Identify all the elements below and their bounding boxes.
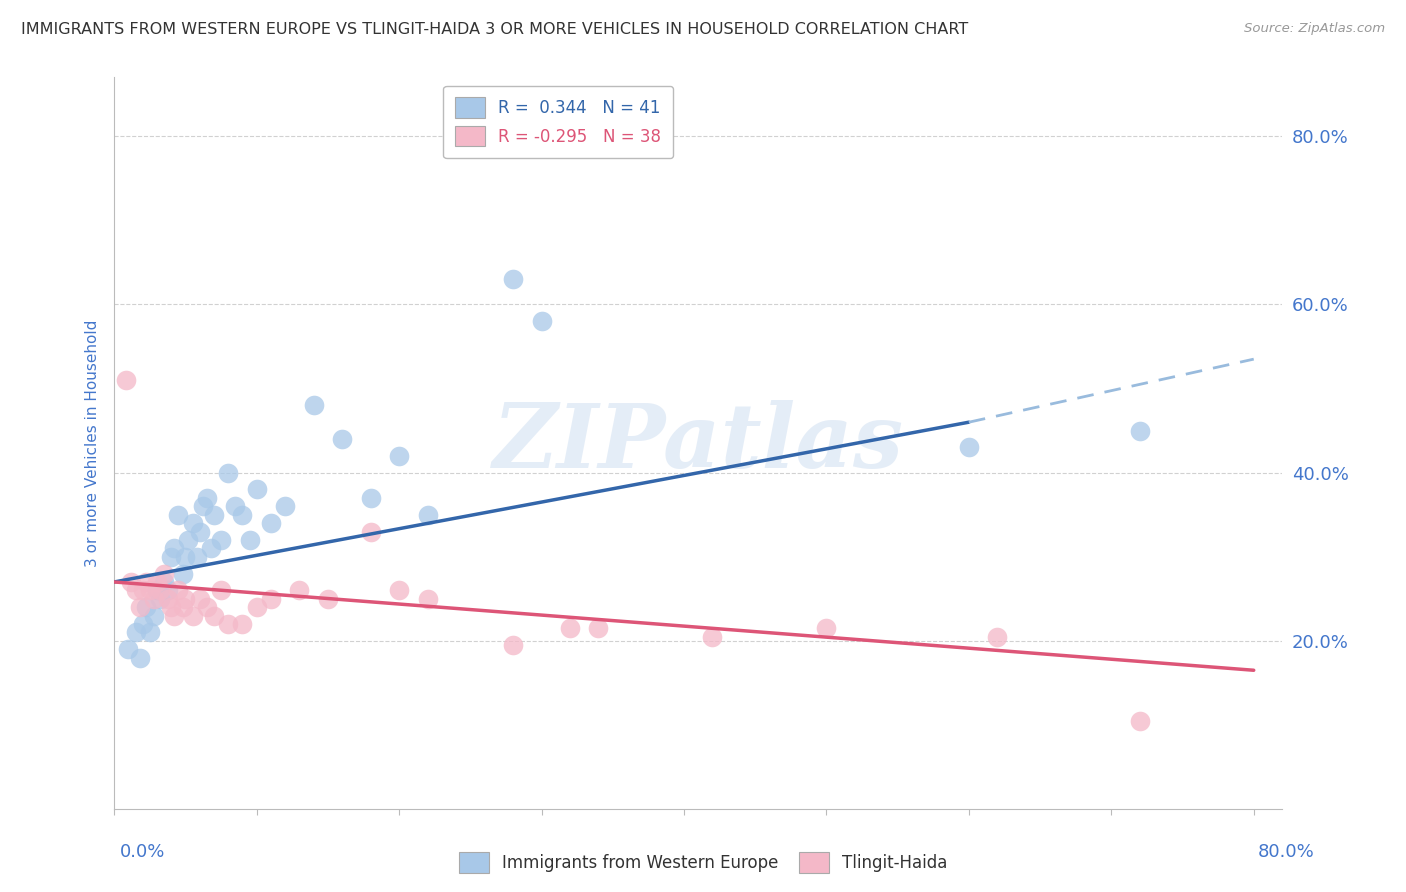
Point [1129,714,1152,728]
Point [128,600,150,615]
Point [209,533,232,547]
Point [177,533,200,547]
Point [131,583,153,598]
Point [186,549,208,564]
Point [274,500,297,514]
Legend: Immigrants from Western Europe, Tlingit-Haida: Immigrants from Western Europe, Tlingit-… [453,846,953,880]
Point [117,642,139,657]
Point [172,600,194,615]
Point [157,583,180,598]
Point [288,583,311,598]
Text: ZIPatlas: ZIPatlas [492,400,904,486]
Point [330,432,353,446]
Text: 80.0%: 80.0% [1258,843,1315,861]
Point [114,373,136,387]
Point [360,524,382,539]
Point [172,566,194,581]
Point [416,508,439,522]
Point [388,449,411,463]
Point [143,591,166,606]
Point [260,516,283,530]
Point [416,591,439,606]
Point [986,630,1008,644]
Point [128,650,150,665]
Point [195,491,218,505]
Point [153,574,176,589]
Point [153,566,176,581]
Point [360,491,382,505]
Point [702,630,724,644]
Point [188,524,211,539]
Point [124,625,146,640]
Point [231,508,253,522]
Point [163,608,186,623]
Point [316,591,339,606]
Point [139,583,162,598]
Point [120,574,142,589]
Point [139,625,162,640]
Point [231,617,253,632]
Point [1129,424,1152,438]
Point [163,541,186,556]
Text: IMMIGRANTS FROM WESTERN EUROPE VS TLINGIT-HAIDA 3 OR MORE VEHICLES IN HOUSEHOLD : IMMIGRANTS FROM WESTERN EUROPE VS TLINGI… [21,22,969,37]
Y-axis label: 3 or more Vehicles in Household: 3 or more Vehicles in Household [86,319,100,567]
Point [181,516,204,530]
Legend: R =  0.344   N = 41, R = -0.295   N = 38: R = 0.344 N = 41, R = -0.295 N = 38 [443,86,673,158]
Point [200,541,222,556]
Point [246,483,269,497]
Point [131,617,153,632]
Point [181,608,204,623]
Point [149,583,172,598]
Point [167,583,190,598]
Point [224,500,246,514]
Point [124,583,146,598]
Point [217,466,239,480]
Point [160,549,183,564]
Point [302,398,325,412]
Text: 0.0%: 0.0% [120,843,165,861]
Point [815,621,838,635]
Point [202,608,225,623]
Point [143,608,166,623]
Point [217,617,239,632]
Point [160,600,183,615]
Point [174,591,197,606]
Point [388,583,411,598]
Point [530,314,553,328]
Point [260,591,283,606]
Point [135,574,157,589]
Point [209,583,232,598]
Point [146,583,169,598]
Point [957,441,980,455]
Text: Source: ZipAtlas.com: Source: ZipAtlas.com [1244,22,1385,36]
Point [149,591,172,606]
Point [238,533,260,547]
Point [246,600,269,615]
Point [195,600,218,615]
Point [191,500,214,514]
Point [157,591,180,606]
Point [202,508,225,522]
Point [135,600,157,615]
Point [502,272,524,286]
Point [167,508,190,522]
Point [558,621,581,635]
Point [588,621,610,635]
Point [502,638,524,652]
Point [146,574,169,589]
Point [188,591,211,606]
Point [174,549,197,564]
